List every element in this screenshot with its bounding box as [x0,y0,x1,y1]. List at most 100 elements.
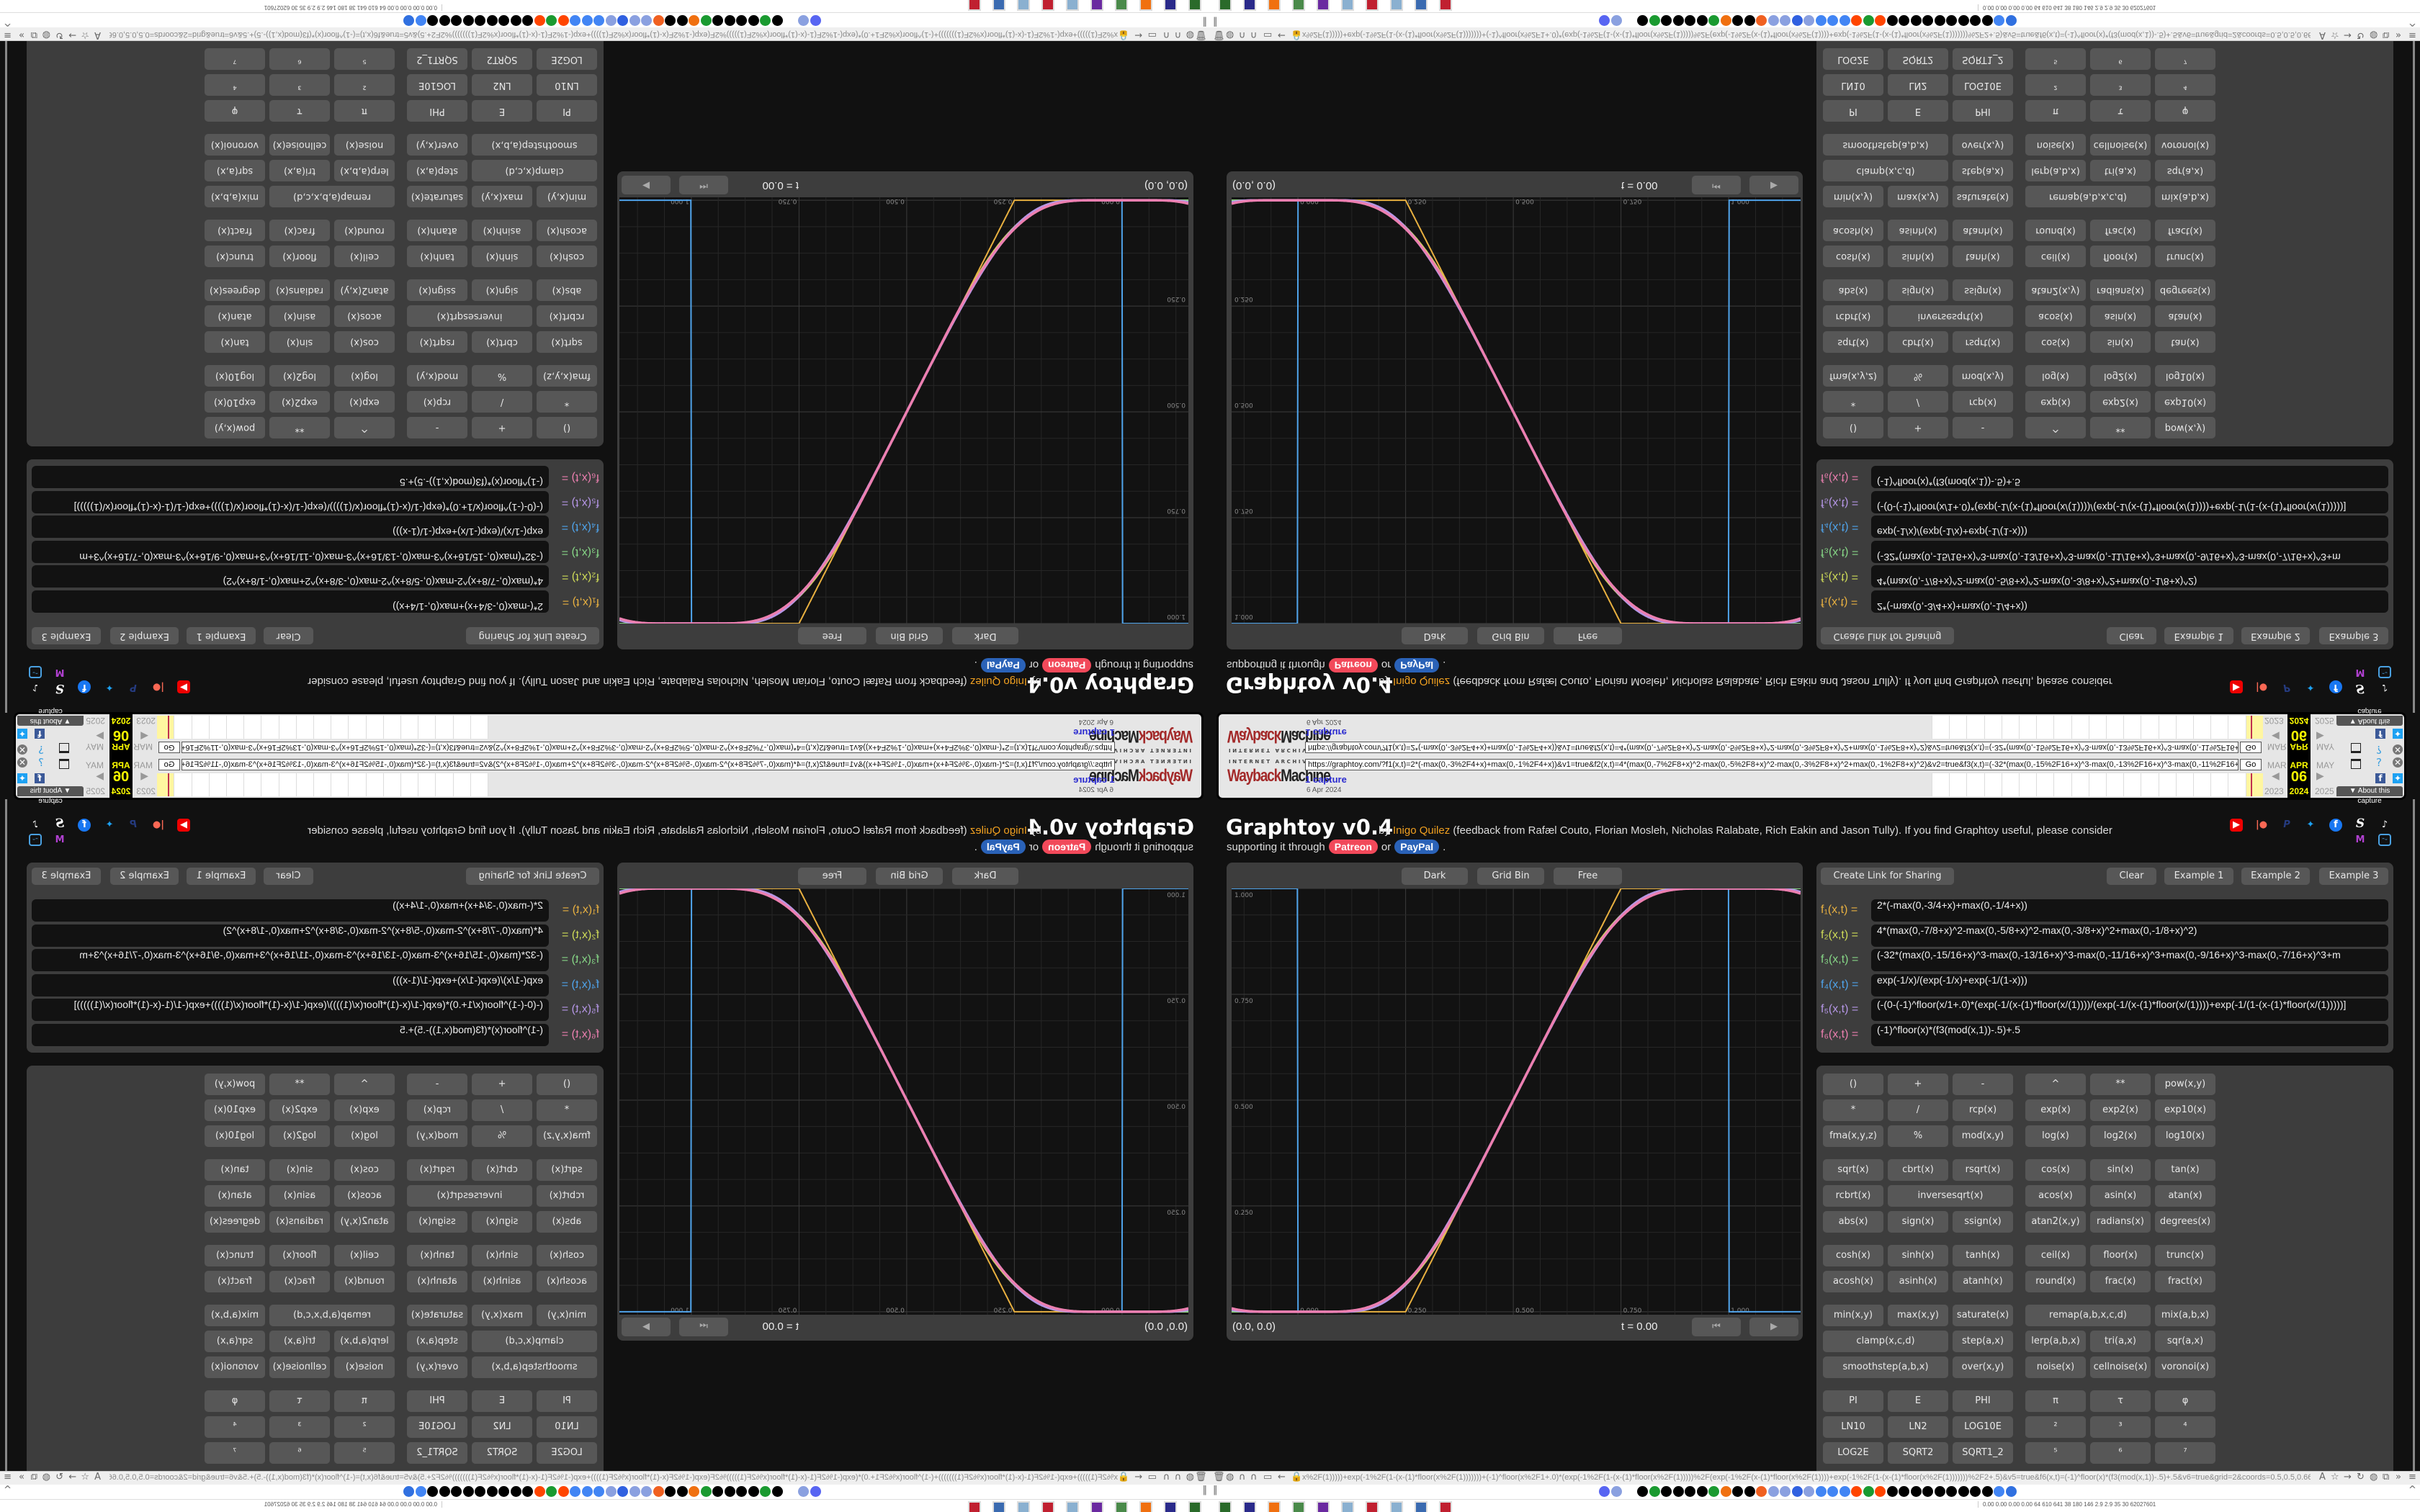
bookmark-icon[interactable] [403,1486,415,1497]
keypad-button[interactable]: asin(x) [269,305,330,327]
keypad-button[interactable]: φ [2155,100,2215,122]
bookmark-icon[interactable] [1886,15,1898,26]
keypad-button[interactable]: mix(a,b,x) [2155,1305,2215,1326]
author-link[interactable]: Inigo Quilez [969,675,1027,688]
wayback-url-input[interactable]: https://graphtoy.com/?f1(x,t)=2*(-max(0,… [1305,759,2238,770]
keypad-button[interactable]: inversesqrt(x) [407,1185,532,1207]
bookmark-icon[interactable] [582,1486,593,1497]
bookmark-icon[interactable] [582,15,593,26]
capture-timeline[interactable] [1932,716,2263,739]
keypad-button[interactable]: log2(x) [2090,365,2151,387]
keypad-button[interactable]: * [537,1099,597,1121]
keypad-button[interactable]: degrees(x) [2155,1211,2215,1233]
taskbar-app-icon[interactable] [1219,1501,1232,1512]
taskbar-app-icon[interactable] [1139,1501,1152,1512]
keypad-button[interactable]: * [537,391,597,413]
keypad-button[interactable]: exp10(x) [2155,1099,2215,1121]
keypad-button[interactable]: tanh(x) [407,1245,467,1266]
patreon-button[interactable]: Patreon [1328,658,1378,672]
keypad-button[interactable]: atan(x) [205,305,265,327]
menu-icon[interactable]: ≡ [4,1472,12,1482]
twitter-icon[interactable]: ✦ [2393,729,2403,739]
bookmark-icon[interactable] [1732,1486,1743,1497]
keypad-button[interactable]: abs(x) [1823,1211,1883,1233]
bookmark-icon[interactable] [617,15,629,26]
trash-icon[interactable]: 🗑 [1195,30,1207,40]
example-1-button[interactable]: Example 1 [2164,868,2233,885]
bookmark-icon[interactable] [1910,15,1922,26]
keypad-button[interactable]: smoothstep(a,b,x) [1823,1356,1948,1378]
bilibili-icon[interactable]: ᵔᵕ [2378,834,2391,846]
keypad-button[interactable]: sin(x) [269,1159,330,1181]
keypad-button[interactable]: asinh(x) [472,220,532,241]
keypad-button[interactable]: mix(a,b,x) [205,186,265,207]
folder-icon[interactable]: ▭ [1263,1472,1273,1482]
keypad-button[interactable]: mod(x,y) [407,365,467,387]
close-icon[interactable]: ✕ [2393,757,2403,768]
bookmark-icon[interactable] [1994,1486,2004,1497]
formula-input-f5[interactable]: (-(0-(-1)^floor(x/1+.0)*(exp(-1/(x-(1)*f… [32,491,549,513]
keypad-button[interactable]: over(x,y) [407,134,467,156]
bookmark-icon[interactable] [451,1486,462,1497]
keypad-button[interactable]: step(a,x) [1953,1331,2013,1352]
facebook-icon[interactable]: f [35,729,45,739]
keypad-button[interactable]: log10(x) [205,365,265,387]
reload-icon[interactable]: ↻ [55,1472,63,1482]
scrollbar[interactable] [2413,799,2415,1471]
captures-link[interactable]: 1 capture [1073,727,1115,738]
facebook-icon[interactable]: f [78,819,91,832]
keypad-button[interactable]: sqrt(x) [537,1159,597,1181]
keypad-button[interactable]: fma(x,y,z) [1823,1125,1883,1147]
keypad-button[interactable]: τ [2090,1390,2151,1412]
youtube-icon[interactable]: ▶ [2230,680,2243,693]
facebook-icon[interactable]: f [2375,773,2385,783]
bookmark-icon[interactable] [593,1486,605,1497]
formula-label-f3[interactable]: f₃(x,t) = [561,546,599,559]
free-mode-button[interactable]: Free [1554,627,1622,644]
bookmark-icon[interactable] [736,15,748,26]
keypad-button[interactable]: fract(x) [205,220,265,241]
keypad-button[interactable]: LN2 [472,74,532,96]
formula-label-f3[interactable]: f₃(x,t) = [561,953,599,966]
facebook-icon[interactable]: f [2329,680,2342,693]
taskbar-app-icon[interactable] [1317,0,1330,11]
taskbar-app-icon[interactable] [1243,1501,1256,1512]
tiktok-icon[interactable]: ♪ [2381,819,2388,830]
keypad-button[interactable]: max(x,y) [1888,1305,1948,1326]
capture-timeline[interactable] [157,716,488,739]
keypad-button[interactable]: ⁴ [2155,1416,2215,1438]
bookmark-icon[interactable] [748,1486,759,1497]
prev-month[interactable]: MAR [2267,742,2287,752]
keypad-button[interactable]: ⁷ [205,1442,265,1464]
bookmark-icon[interactable] [1851,1486,1862,1497]
bookmark-icon[interactable] [1780,15,1791,26]
bookmark-icon[interactable] [416,15,426,26]
keypad-button[interactable]: acos(x) [2025,1185,2086,1207]
keypad-button[interactable]: cbrt(x) [472,1159,532,1181]
bookmark-icon[interactable] [1637,1486,1648,1497]
patreon-icon[interactable]: |● [2255,682,2268,693]
bookmark-icon[interactable] [629,15,640,26]
facebook-icon[interactable]: f [35,773,45,783]
keypad-button[interactable]: ssign(x) [1953,279,2013,301]
scrollbar[interactable] [5,41,7,713]
grid-bin-button[interactable]: Grid Bin [876,627,943,644]
bookmark-icon[interactable] [1672,15,1684,26]
keypad-button[interactable]: min(x,y) [1823,1305,1883,1326]
translate-icon[interactable]: A [2319,30,2326,40]
keypad-button[interactable]: atanh(x) [1953,220,2013,241]
taskbar-app-icon[interactable] [1390,1501,1403,1512]
keypad-button[interactable]: clamp(x,c,d) [1823,160,1948,181]
keypad-button[interactable]: ** [269,1074,330,1095]
keypad-button[interactable]: sqr(a,x) [205,160,265,181]
keypad-button[interactable]: acos(x) [334,305,395,327]
keypad-button[interactable]: mod(x,y) [407,1125,467,1147]
keypad-button[interactable]: acosh(x) [1823,1271,1883,1292]
clear-button[interactable]: Clear [264,627,313,644]
formula-label-f4[interactable]: f₄(x,t) = [1821,978,1859,991]
keypad-button[interactable]: atan2(x,y) [2025,1211,2086,1233]
play-icon[interactable]: ▶ [622,1318,671,1336]
keypad-button[interactable]: tan(x) [2155,331,2215,353]
prev-year[interactable]: 2023 [136,786,156,796]
keypad-button[interactable]: exp2(x) [269,1099,330,1121]
